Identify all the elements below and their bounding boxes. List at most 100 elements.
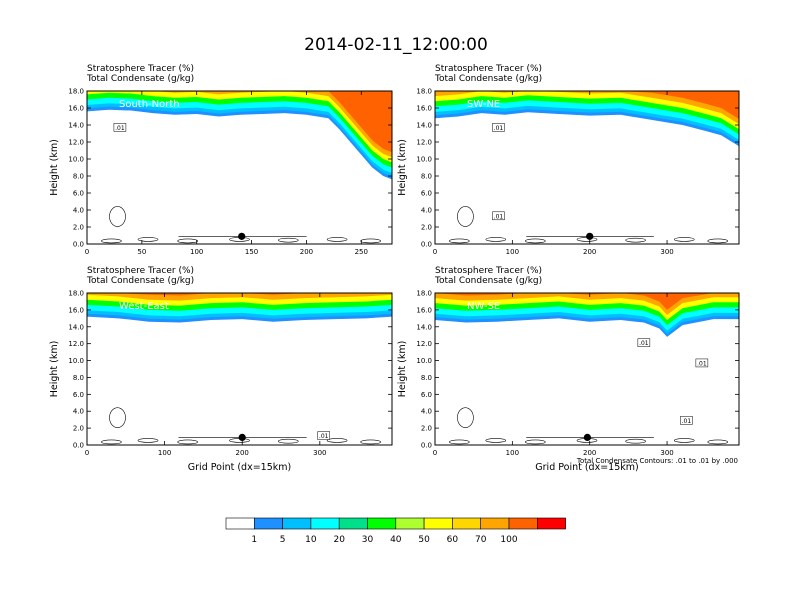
contour-blob	[177, 238, 198, 244]
contour-blob	[485, 438, 507, 443]
station-marker	[238, 232, 246, 240]
contour-blob	[457, 407, 474, 428]
y-tick-label: 16.0	[416, 105, 432, 113]
y-tick-label: 18.0	[416, 88, 432, 96]
contour-blob	[360, 238, 381, 244]
colorbar-swatch	[310, 517, 340, 530]
y-tick-label: 8.0	[73, 374, 84, 382]
y-tick-label: 14.0	[68, 122, 84, 130]
x-tick-label: 50	[137, 248, 146, 256]
contour-blob	[525, 439, 546, 445]
y-tick-label: 4.0	[421, 408, 432, 416]
y-tick-label: 6.0	[421, 391, 432, 399]
colorbar-swatch	[536, 517, 566, 530]
contour-blob	[485, 237, 507, 242]
panel-4: Stratosphere Tracer (%)Total Condensate …	[397, 266, 740, 473]
y-tick-label: 0.0	[421, 241, 432, 249]
y-tick-label: 14.0	[416, 122, 432, 130]
colorbar-label: 20	[333, 535, 345, 545]
contour-value-label: .01	[697, 360, 707, 367]
y-tick-label: 14.0	[416, 323, 432, 331]
x-tick-label: 200	[300, 248, 313, 256]
y-tick-label: 2.0	[421, 224, 432, 232]
x-tick-label: 300	[660, 449, 673, 457]
contour-blob	[360, 439, 381, 445]
condensate-contours	[449, 407, 729, 445]
tracer-band-7	[435, 91, 739, 120]
station-marker	[238, 433, 246, 441]
y-axis-label: Height (km)	[397, 139, 408, 196]
y-tick-label: 2.0	[73, 425, 84, 433]
y-tick-label: 18.0	[68, 290, 84, 298]
y-axis-label: Height (km)	[49, 341, 60, 398]
contour-blob	[457, 206, 474, 227]
y-tick-label: 16.0	[68, 105, 84, 113]
tracer-band-2	[87, 91, 392, 177]
x-tick-label: 200	[583, 248, 596, 256]
plot-frame	[434, 292, 740, 446]
y-tick-label: 0.0	[421, 442, 432, 450]
station-marker	[586, 232, 594, 240]
y-tick-label: 12.0	[68, 340, 84, 348]
colorbar-label: 5	[280, 535, 286, 545]
colorbar-label: 1	[251, 535, 257, 545]
contour-label: Total Condensate (g/kg)	[434, 74, 542, 84]
contour-footnote: Total Condensate Contours: .01 to .01 by…	[576, 457, 738, 465]
y-tick-label: 4.0	[73, 408, 84, 416]
station-marker	[583, 433, 591, 441]
region-label: NW-SE	[467, 301, 500, 312]
tracer-band-6	[435, 91, 739, 125]
x-tick-label: 100	[190, 248, 203, 256]
y-tick-label: 2.0	[421, 425, 432, 433]
y-tick-label: 12.0	[416, 139, 432, 147]
plot-frame	[434, 90, 740, 245]
field-label: Stratosphere Tracer (%)	[435, 266, 542, 276]
contour-label-box	[680, 416, 693, 425]
colorbar-label: 50	[418, 535, 430, 545]
y-tick-label: 8.0	[421, 173, 432, 181]
y-tick-label: 16.0	[68, 306, 84, 314]
x-tick-label: 0	[433, 248, 437, 256]
y-tick-label: 12.0	[416, 340, 432, 348]
y-tick-label: 8.0	[421, 374, 432, 382]
tracer-band-7	[435, 293, 739, 310]
contour-label: Total Condensate (g/kg)	[434, 276, 542, 286]
colorbar-swatch	[282, 517, 312, 530]
field-label: Stratosphere Tracer (%)	[435, 64, 542, 74]
y-tick-label: 12.0	[68, 139, 84, 147]
y-tick-label: 0.0	[73, 241, 84, 249]
contour-blob	[109, 407, 126, 428]
contour-blob	[101, 238, 122, 244]
y-tick-label: 4.0	[421, 207, 432, 215]
contour-blob	[177, 439, 198, 445]
contour-blob	[625, 438, 646, 444]
colorbar-label: 70	[475, 535, 487, 545]
y-tick-label: 10.0	[68, 357, 84, 365]
contour-label-box	[695, 358, 709, 368]
colorbar-swatch	[480, 517, 510, 530]
contour-blob	[525, 238, 546, 244]
colorbar-label: 10	[305, 535, 317, 545]
contour-value-label: .01	[319, 433, 329, 440]
x-axis-label: Grid Point (dx=15km)	[535, 462, 638, 473]
x-tick-label: 0	[433, 449, 437, 457]
y-tick-label: 18.0	[416, 290, 432, 298]
region-label: SW-NE	[467, 99, 500, 110]
condensate-contours	[449, 206, 729, 244]
contour-blob	[326, 237, 348, 242]
condensate-contours	[101, 206, 381, 244]
contour-blob	[277, 237, 299, 243]
contour-label-box	[113, 123, 127, 132]
contour-label: Total Condensate (g/kg)	[86, 74, 194, 84]
y-tick-label: 6.0	[73, 391, 84, 399]
y-tick-label: 6.0	[73, 190, 84, 198]
x-tick-label: 100	[158, 449, 171, 457]
contour-value-label: .01	[682, 418, 692, 425]
y-tick-label: 10.0	[68, 156, 84, 164]
panels: Stratosphere Tracer (%)Total Condensate …	[49, 64, 740, 473]
tracer-field	[87, 91, 392, 180]
contour-blob	[137, 438, 159, 443]
contour-value-label: .01	[494, 213, 504, 220]
x-tick-label: 0	[85, 449, 89, 457]
